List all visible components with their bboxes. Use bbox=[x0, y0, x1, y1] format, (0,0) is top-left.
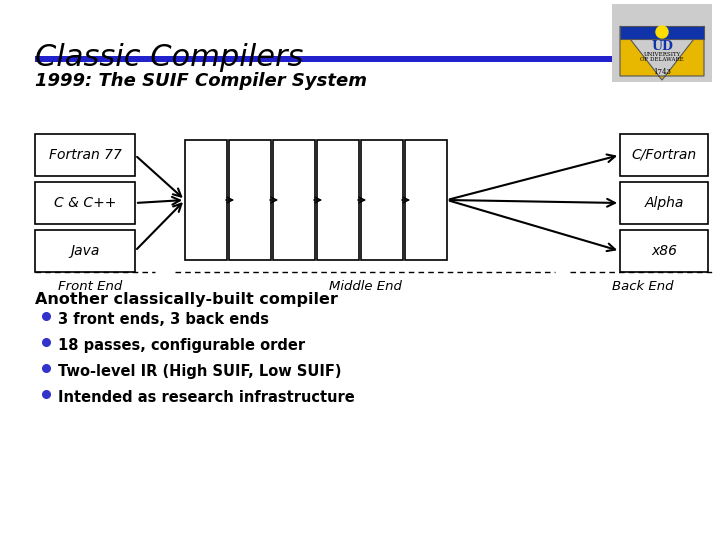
Bar bbox=[185, 140, 227, 260]
Bar bbox=[229, 140, 271, 260]
Bar bbox=[361, 140, 403, 260]
Text: Two-level IR (High SUIF, Low SUIF): Two-level IR (High SUIF, Low SUIF) bbox=[58, 364, 341, 379]
Bar bbox=[273, 140, 315, 260]
Text: 1999: The SUIF Compiler System: 1999: The SUIF Compiler System bbox=[35, 72, 367, 90]
Text: C & C++: C & C++ bbox=[54, 196, 116, 210]
Text: Fortran 77: Fortran 77 bbox=[48, 148, 122, 162]
Text: UNIVERSITY
OF DELAWARE: UNIVERSITY OF DELAWARE bbox=[640, 52, 684, 63]
Bar bbox=[620, 134, 708, 176]
Circle shape bbox=[656, 26, 668, 38]
Bar bbox=[620, 230, 708, 272]
Text: Another classically-built compiler: Another classically-built compiler bbox=[35, 292, 338, 307]
Text: Alpha: Alpha bbox=[644, 196, 684, 210]
Polygon shape bbox=[620, 26, 704, 80]
Text: Classic Compilers: Classic Compilers bbox=[35, 43, 303, 72]
Bar bbox=[620, 182, 708, 224]
Bar bbox=[35, 182, 135, 224]
Bar bbox=[612, 4, 712, 82]
Bar bbox=[405, 140, 447, 260]
Text: 3 front ends, 3 back ends: 3 front ends, 3 back ends bbox=[58, 312, 269, 327]
Bar bbox=[35, 230, 135, 272]
Bar bbox=[35, 56, 625, 62]
Text: C/Fortran: C/Fortran bbox=[631, 148, 696, 162]
Text: 18 passes, configurable order: 18 passes, configurable order bbox=[58, 338, 305, 353]
Text: Back End: Back End bbox=[612, 280, 674, 293]
Bar bbox=[35, 134, 135, 176]
Polygon shape bbox=[620, 26, 704, 39]
Text: Java: Java bbox=[71, 244, 99, 258]
Text: Middle End: Middle End bbox=[328, 280, 402, 293]
Text: UD: UD bbox=[651, 39, 673, 52]
Text: 1743: 1743 bbox=[653, 68, 671, 76]
Bar bbox=[317, 140, 359, 260]
Text: x86: x86 bbox=[651, 244, 677, 258]
Text: Front End: Front End bbox=[58, 280, 122, 293]
Text: Intended as research infrastructure: Intended as research infrastructure bbox=[58, 390, 355, 405]
